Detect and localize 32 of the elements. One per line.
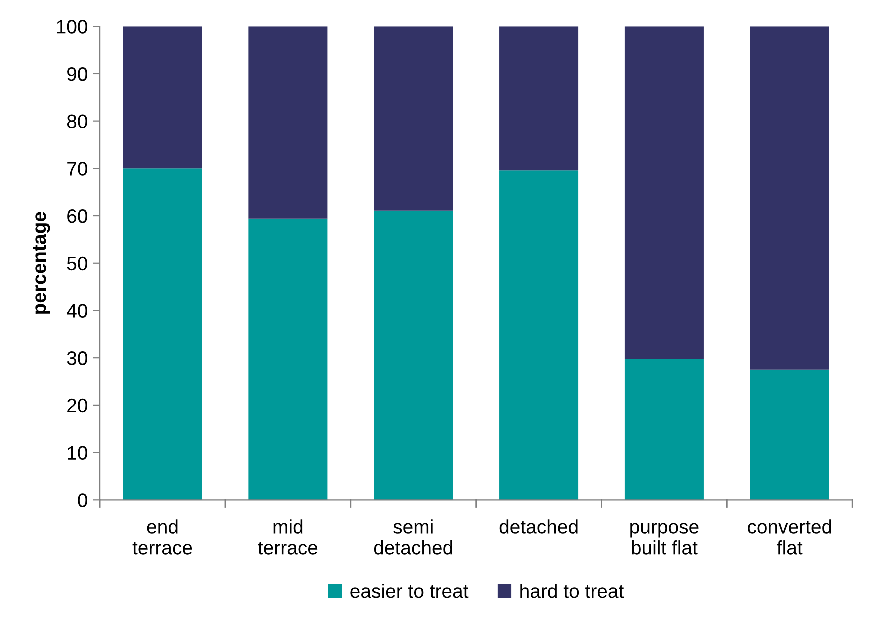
x-tick-label: converted flat xyxy=(748,520,832,555)
y-tick-label: 40 xyxy=(67,304,88,318)
bar xyxy=(248,26,328,219)
y-axis-title: percentage xyxy=(33,212,50,314)
y-tick-label: 0 xyxy=(78,494,88,508)
y-tick-label: 80 xyxy=(67,114,88,129)
x-tick-label: detached xyxy=(500,520,578,534)
y-tick-label: 10 xyxy=(68,446,88,460)
bar xyxy=(750,26,830,370)
bar xyxy=(374,26,454,211)
y-tick-label: 70 xyxy=(68,162,88,176)
y-tick-label: 100 xyxy=(57,20,88,34)
bar xyxy=(248,218,328,500)
y-tick-label: 50 xyxy=(67,256,88,271)
x-tick-label: end terrace xyxy=(132,520,192,555)
y-tick-label: 60 xyxy=(68,210,88,224)
bar xyxy=(374,210,454,500)
bar xyxy=(123,168,202,500)
x-tick-label: purpose built flat xyxy=(630,523,699,555)
x-tick-label: semi detached xyxy=(374,520,452,555)
y-tick-label: 30 xyxy=(67,352,88,366)
bar xyxy=(624,359,704,500)
bar xyxy=(624,26,704,360)
legend-label: hard to treat xyxy=(520,584,624,598)
bar xyxy=(500,26,579,171)
legend-label: easier to treat xyxy=(350,584,469,598)
y-tick-label: 90 xyxy=(68,67,88,82)
y-tick-label: 20 xyxy=(68,398,88,413)
bar xyxy=(500,170,579,500)
x-tick-label: mid terrace xyxy=(258,520,318,555)
bar xyxy=(123,26,202,169)
bar xyxy=(750,370,830,500)
